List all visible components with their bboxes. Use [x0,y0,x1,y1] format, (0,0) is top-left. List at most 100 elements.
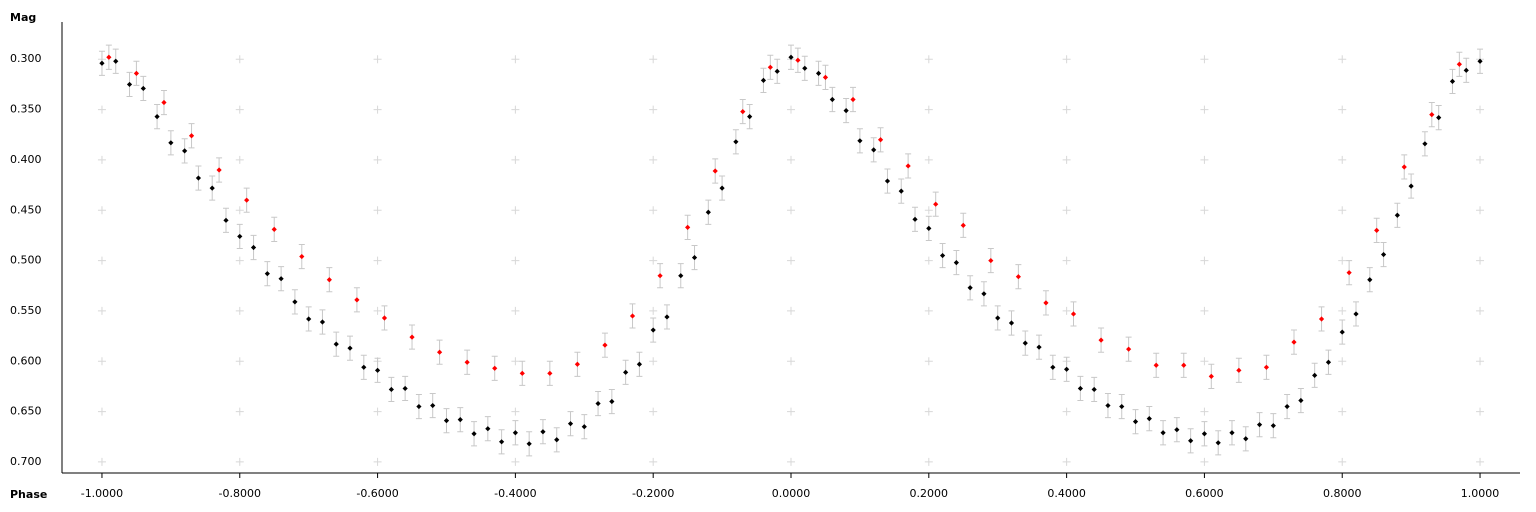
data-point [1401,164,1407,170]
grid-cross [924,155,933,164]
data-point [1477,58,1483,64]
grid-cross [511,105,520,114]
grid-cross [1338,105,1347,114]
grid-cross [1200,206,1209,215]
data-point [981,291,987,297]
data-point [602,342,608,348]
data-point [278,276,284,282]
data-point [416,403,422,410]
data-point [306,316,312,322]
grid-cross [1338,407,1347,416]
data-point [319,319,326,325]
data-point [1243,436,1249,442]
grid-cross [1062,206,1071,215]
y-tick-label: 0.450 [10,203,42,216]
x-tick-label: -0.2000 [632,487,674,500]
data-point [1105,402,1111,409]
y-tick-label: 0.300 [10,52,42,65]
data-point [822,74,829,80]
y-axis-title: Mag [10,11,36,24]
data-point [1463,67,1469,73]
grid-cross [97,306,106,315]
data-point [402,385,408,392]
data-point [1298,397,1304,404]
data-point [1015,274,1021,280]
x-tick-label: -0.6000 [356,487,398,500]
data-point [1050,364,1056,370]
grid-cross [373,457,382,466]
grid-cross [787,306,795,315]
data-point [939,252,946,259]
data-point [512,430,518,436]
grid-cross [1062,155,1071,164]
data-point [519,370,525,376]
data-point [788,54,794,60]
grid-cross [1200,105,1209,114]
grid-cross [1338,457,1347,466]
data-point [1070,311,1077,317]
grid-cross [511,256,520,265]
data-point [581,424,587,430]
data-point [1181,362,1187,368]
grid-cross [649,457,658,466]
data-point [1022,340,1028,346]
data-point [967,285,973,291]
data-point [802,65,808,71]
grid-cross [1338,206,1347,215]
data-point [1263,364,1270,370]
grid-cross [511,55,520,64]
grid-cross [511,306,520,315]
data-point [636,361,643,367]
grid-cross [1476,407,1485,416]
grid-cross [924,407,933,416]
grid-cross [235,457,244,466]
data-point [1318,316,1325,322]
grid-cross [1476,155,1485,164]
grid-cross [235,55,244,64]
grid-cross [649,407,658,416]
data-point [1380,251,1387,258]
data-point [161,99,167,106]
data-point [678,273,684,279]
data-point [471,431,477,437]
data-point [1132,419,1139,425]
y-tick-label: 0.600 [10,354,42,367]
data-point [871,147,877,153]
data-point [1077,385,1083,392]
grid-cross [373,105,382,114]
data-point [99,60,105,66]
grid-cross [649,357,658,366]
grid-cross [373,55,382,64]
data-point [1374,227,1380,233]
data-point [1394,212,1400,218]
data-point [526,441,532,447]
grid-cross [787,155,795,164]
data-point [650,327,656,333]
data-point [1456,61,1462,67]
data-point [1312,372,1318,378]
data-point [133,70,140,76]
grid-cross [1200,306,1209,315]
data-point [540,429,546,435]
data-point [195,175,202,181]
grid-cross [1062,55,1071,64]
grid-cross [97,407,106,416]
grid-cross [649,256,658,265]
data-point [1353,311,1359,317]
data-point [436,349,443,355]
data-point [547,370,553,376]
data-point [1236,367,1242,373]
y-tick-label: 0.550 [10,304,42,317]
data-point [691,254,698,261]
data-point [1346,270,1352,276]
data-point [960,222,966,228]
data-point [1146,416,1152,422]
data-point [182,148,188,154]
grid-cross [373,206,382,215]
grid-cross [235,357,244,366]
grid-cross [787,357,795,366]
x-tick-label: -0.8000 [219,487,261,500]
data-point [1119,403,1125,410]
grid-cross [1476,357,1485,366]
data-point [140,85,146,92]
